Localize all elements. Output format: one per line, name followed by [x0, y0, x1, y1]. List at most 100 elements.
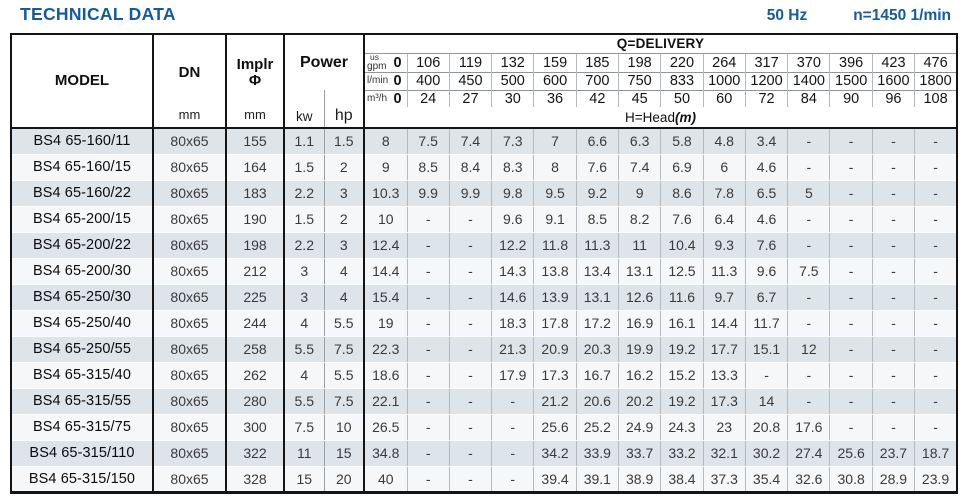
- head-value-cell: 15.4: [364, 284, 408, 311]
- head-value-cell: -: [448, 336, 492, 363]
- delivery-value-cell: 700: [575, 71, 619, 91]
- head-value-cell: 20.2: [617, 388, 661, 415]
- head-value-cell: -: [406, 206, 450, 233]
- head-value-cell: 6.9: [660, 154, 704, 181]
- head-value-cell: 14.4: [364, 258, 408, 285]
- delivery-value-cell: 1000: [702, 71, 746, 91]
- dn-cell: 80x65: [153, 284, 227, 311]
- head-value-cell: 11.3: [702, 258, 746, 285]
- head-value-cell: -: [871, 258, 915, 285]
- power-column-header: Power: [284, 34, 366, 91]
- head-value-cell: -: [448, 258, 492, 285]
- head-value-cell: 3.4: [744, 127, 788, 155]
- head-value-cell: -: [914, 336, 957, 363]
- head-value-cell: -: [829, 284, 873, 311]
- page-header: TECHNICAL DATA 50 Hz n=1450 1/min: [20, 4, 951, 25]
- head-value-cell: 17.3: [702, 388, 746, 415]
- delivery-value-cell: 132: [491, 53, 534, 73]
- implr-cell: 190: [226, 206, 285, 233]
- kw-cell: 15: [284, 466, 325, 493]
- dn-cell: 80x65: [153, 258, 227, 285]
- head-value-cell: 5: [787, 180, 830, 207]
- head-value-cell: 8.5: [406, 154, 450, 181]
- head-value-cell: 8.5: [575, 206, 619, 233]
- head-value-cell: 11.6: [660, 284, 704, 311]
- head-value-cell: 16.2: [617, 362, 661, 389]
- delivery-value-cell: 106: [406, 53, 450, 73]
- model-cell: BS4 65-315/110: [11, 440, 154, 467]
- delivery-value-cell: 400: [406, 71, 450, 91]
- delivery-value-cell: 159: [533, 53, 577, 73]
- head-value-cell: 8.6: [660, 180, 704, 207]
- delivery-value-cell: 42: [575, 89, 619, 108]
- dn-label: DN: [178, 63, 201, 81]
- head-value-cell: -: [871, 388, 915, 415]
- head-value-cell: 6.3: [617, 127, 661, 155]
- head-value-cell: -: [448, 310, 492, 337]
- delivery-value-cell: 423: [871, 53, 915, 73]
- implr-cell: 322: [226, 440, 285, 467]
- head-value-cell: 18.3: [491, 310, 534, 337]
- table-row: BS4 65-315/75 80x65 300 7.5 10 26.5- - -25.6 25.…: [11, 414, 957, 441]
- head-value-cell: 15.1: [744, 336, 788, 363]
- head-value-cell: 25.2: [575, 414, 619, 441]
- head-value-cell: -: [448, 284, 492, 311]
- kw-cell: 11: [284, 440, 325, 467]
- head-value-cell: -: [871, 336, 915, 363]
- head-value-cell: 33.2: [660, 440, 704, 467]
- head-value-cell: 16.9: [617, 310, 661, 337]
- head-value-cell: 10: [364, 206, 408, 233]
- hp-cell: 20: [324, 466, 366, 493]
- kw-cell: 2.2: [284, 232, 325, 259]
- table-row: BS4 65-315/55 80x65 280 5.5 7.5 22.1- - -21.2 20…: [11, 388, 957, 415]
- dn-cell: 80x65: [153, 154, 227, 181]
- head-value-cell: -: [406, 284, 450, 311]
- gpm-unit-label: us gpm: [367, 53, 387, 72]
- head-value-cell: 13.1: [575, 284, 619, 311]
- head-value-cell: -: [406, 258, 450, 285]
- hp-cell: 2: [324, 154, 366, 181]
- table-row: BS4 65-160/11 80x65 155 1.1 1.5 8 7.5 7.4 7.3 7 6.…: [11, 127, 957, 155]
- head-value-cell: -: [491, 388, 534, 415]
- head-value-cell: -: [406, 232, 450, 259]
- dn-cell: 80x65: [153, 388, 227, 415]
- head-value-cell: -: [448, 362, 492, 389]
- head-value-cell: -: [871, 414, 915, 441]
- head-value-cell: 34.8: [364, 440, 408, 467]
- head-value-cell: -: [914, 284, 957, 311]
- head-value-cell: 14.3: [491, 258, 534, 285]
- gpm-unit-cell: us gpm 0: [364, 53, 408, 73]
- delivery-value-cell: 476: [914, 53, 957, 73]
- m3h-zero-value: 0: [393, 90, 402, 107]
- delivery-value-cell: 220: [660, 53, 704, 73]
- head-value-cell: 17.3: [533, 362, 577, 389]
- head-value-cell: 9.9: [406, 180, 450, 207]
- kw-cell: 2.2: [284, 180, 325, 207]
- head-value-cell: 13.8: [533, 258, 577, 285]
- head-value-cell: 9: [617, 180, 661, 207]
- delivery-value-cell: 370: [787, 53, 830, 73]
- table-row: BS4 65-315/150 80x65 328 15 20 40- - -39.4 39.1 3…: [11, 466, 957, 493]
- head-value-cell: -: [406, 336, 450, 363]
- delivery-value-cell: 198: [617, 53, 661, 73]
- delivery-value-cell: 317: [744, 53, 788, 73]
- head-value-cell: -: [871, 127, 915, 155]
- delivery-value-cell: 1800: [914, 71, 957, 91]
- hp-cell: 2: [324, 206, 366, 233]
- head-value-cell: 9.7: [702, 284, 746, 311]
- head-value-cell: 14: [744, 388, 788, 415]
- head-value-cell: 37.3: [702, 466, 746, 493]
- table-row: BS4 65-315/40 80x65 262 4 5.5 18.6- -17.9 17.3 1…: [11, 362, 957, 389]
- delivery-value-cell: 36: [533, 89, 577, 108]
- delivery-value-cell: 185: [575, 53, 619, 73]
- head-value-cell: 13.3: [702, 362, 746, 389]
- head-value-cell: 17.2: [575, 310, 619, 337]
- gpm-zero-value: 0: [393, 54, 402, 71]
- head-value-cell: -: [871, 284, 915, 311]
- head-value-cell: 15.2: [660, 362, 704, 389]
- head-value-cell: 8: [533, 154, 577, 181]
- head-value-cell: -: [406, 466, 450, 493]
- delivery-gpm-row: us gpm 0 106 119 132 159 185 198 220 264 317 370 3…: [11, 53, 957, 73]
- table-row: BS4 65-250/30 80x65 225 3 4 15.4- -14.6 13.9 13.…: [11, 284, 957, 311]
